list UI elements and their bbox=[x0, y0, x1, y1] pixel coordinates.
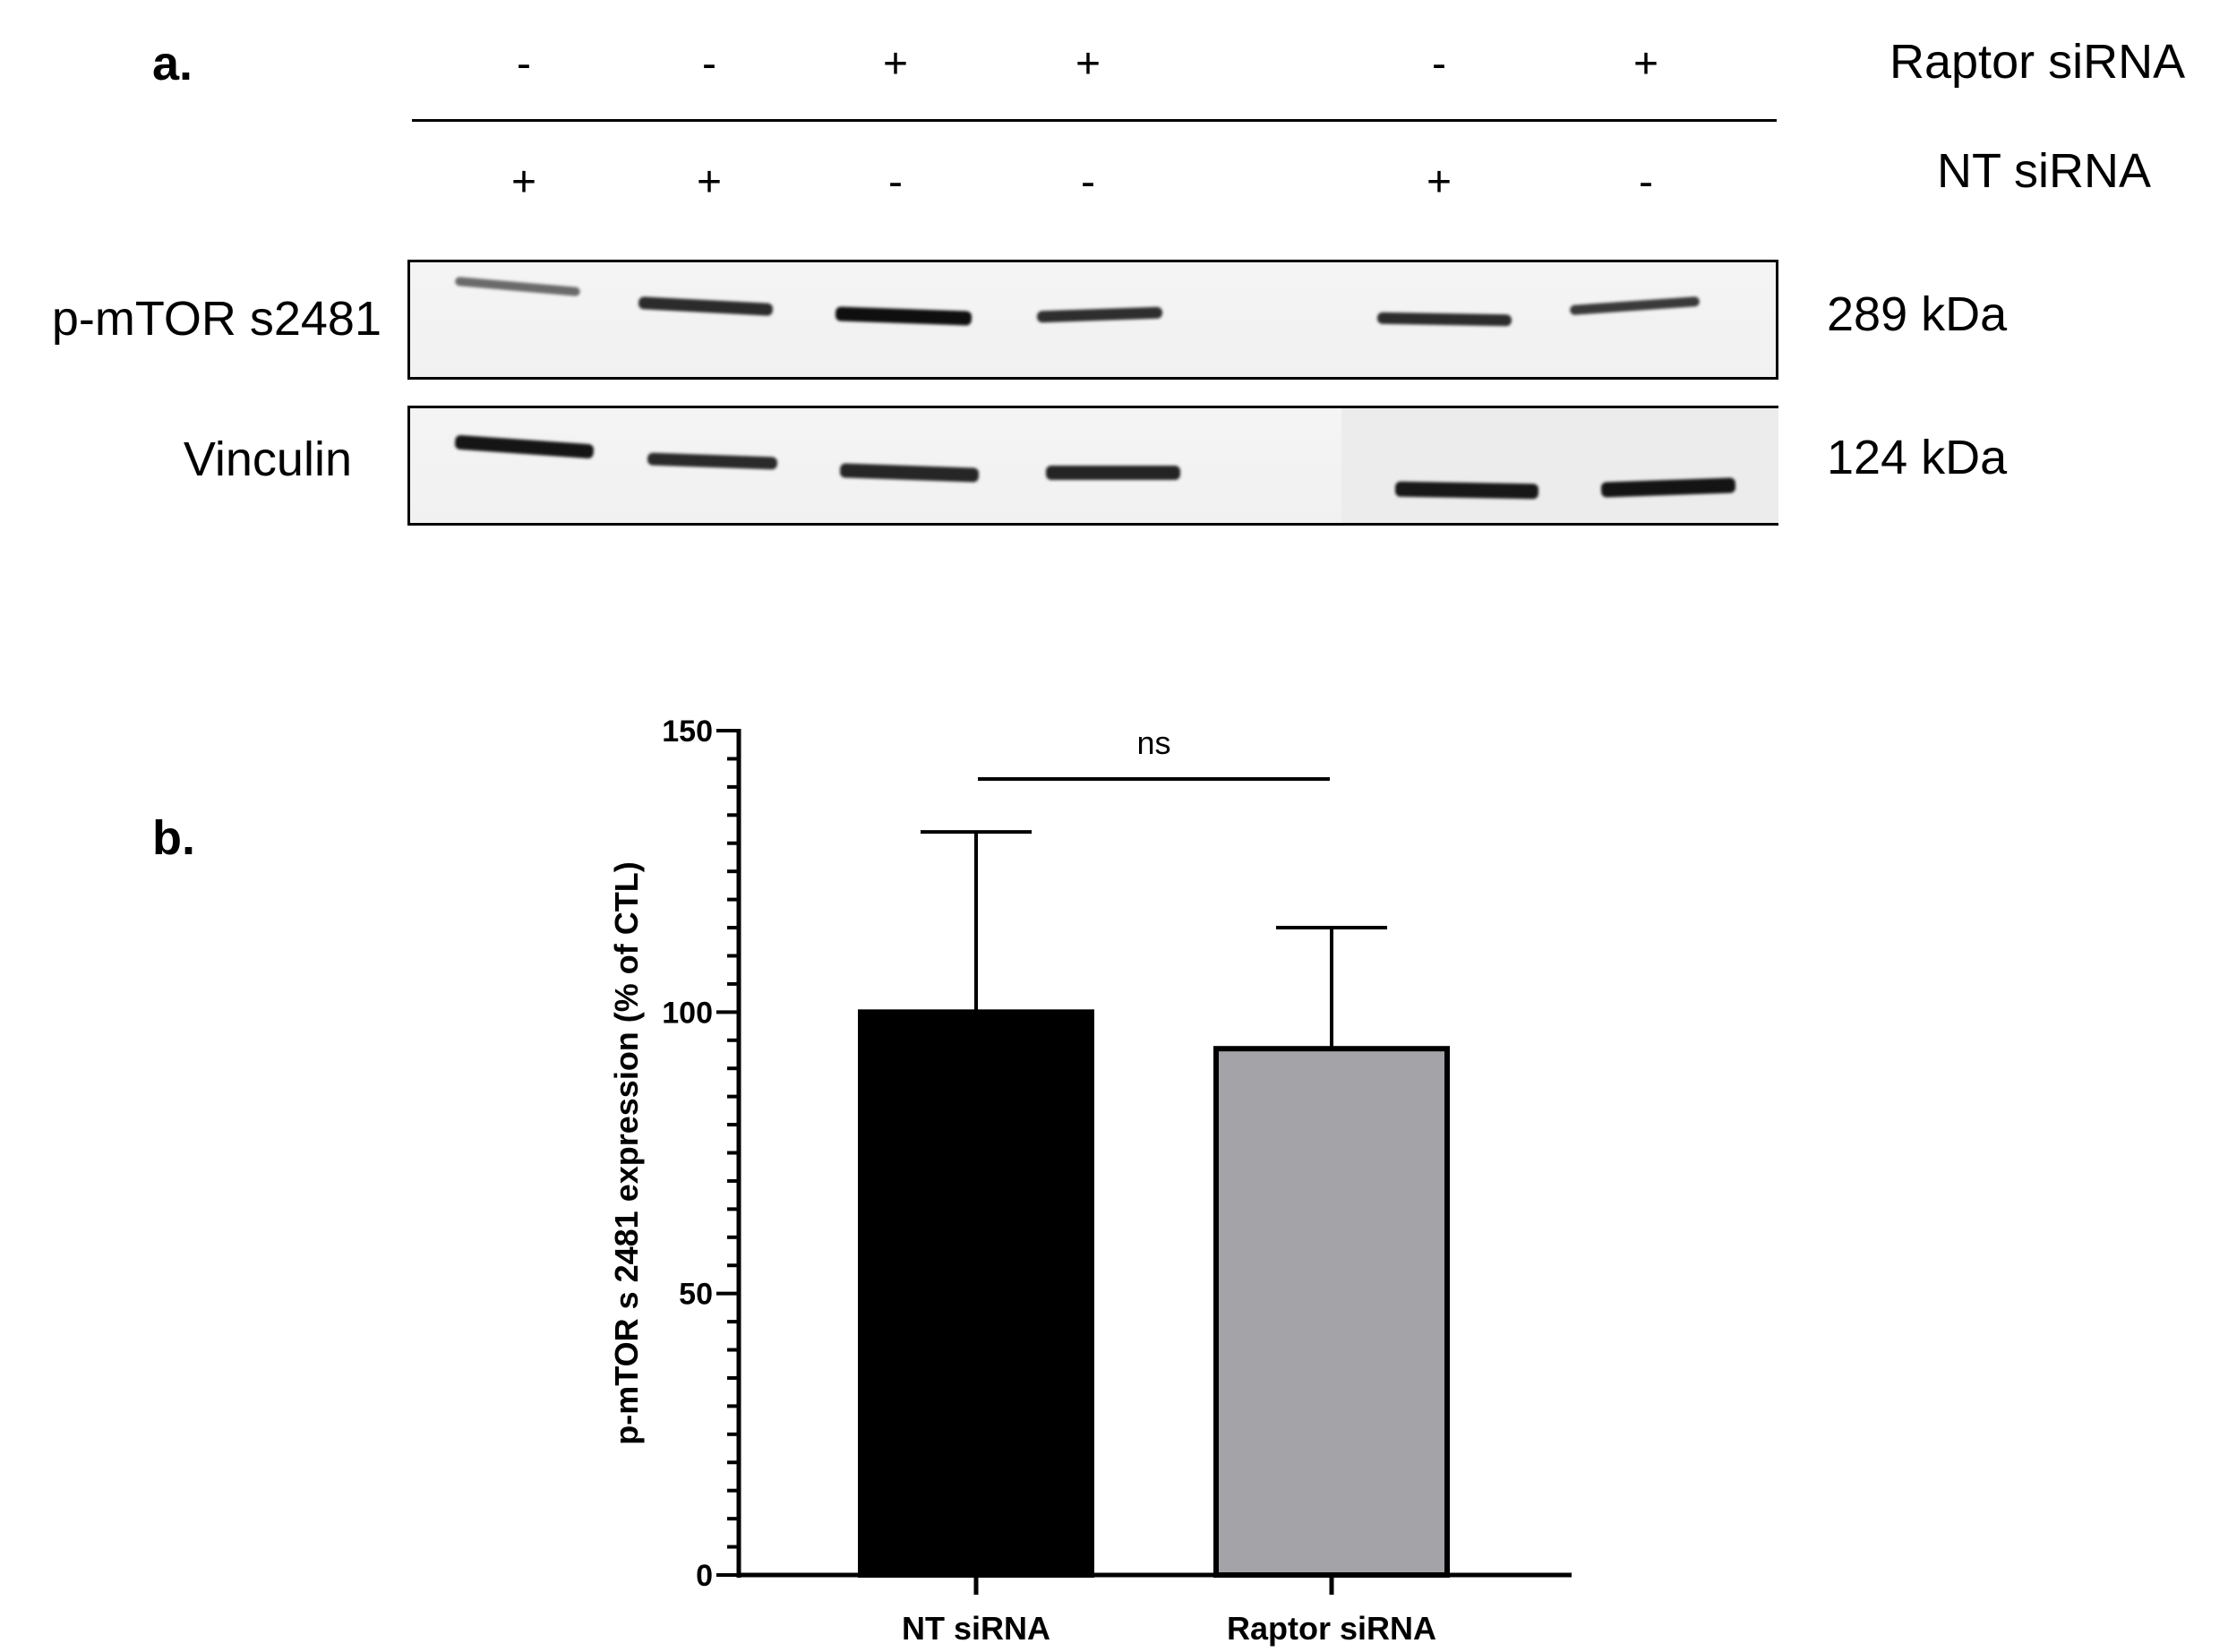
nt-sign-3: - bbox=[888, 158, 903, 206]
x-tick-labels: NT siRNA Raptor siRNA bbox=[902, 1575, 1436, 1647]
blot-vinculin bbox=[407, 406, 1778, 526]
blot-label-pmtor: p-mTOR s2481 bbox=[51, 292, 381, 346]
raptor-sign-5: - bbox=[1432, 40, 1446, 88]
blot-right-section bbox=[1341, 408, 1778, 523]
y-axis-title: p-mTOR s 2481 expression (% of CTL) bbox=[608, 861, 645, 1444]
kda-pmtor: 289 kDa bbox=[1827, 287, 2008, 341]
error-bars bbox=[921, 830, 1387, 1049]
x-tick-label: Raptor siRNA bbox=[1227, 1610, 1436, 1647]
y-tick-label: 100 bbox=[662, 996, 713, 1030]
x-tick-label: NT siRNA bbox=[902, 1610, 1050, 1647]
nt-sirna-label: NT siRNA bbox=[1937, 144, 2152, 198]
y-axis-ticks: 0 50 100 150 bbox=[662, 715, 739, 1593]
panel-a-label: a. bbox=[152, 37, 193, 90]
nt-sign-2: + bbox=[696, 158, 723, 206]
panel-b-label: b. bbox=[152, 811, 195, 865]
raptor-sign-4: + bbox=[1075, 40, 1101, 88]
y-tick-label: 150 bbox=[662, 715, 713, 749]
bar-2 bbox=[1213, 1046, 1450, 1578]
nt-sign-4: - bbox=[1081, 158, 1095, 206]
raptor-sirna-label: Raptor siRNA bbox=[1890, 35, 2186, 89]
raptor-sign-6: + bbox=[1632, 40, 1659, 88]
significance-bracket: ns bbox=[978, 724, 1330, 781]
y-tick-label: 0 bbox=[696, 1559, 713, 1593]
significance-label: ns bbox=[1136, 724, 1170, 761]
raptor-sign-3: + bbox=[882, 40, 909, 88]
band bbox=[1046, 466, 1180, 480]
nt-sign-1: + bbox=[510, 158, 537, 206]
condition-divider bbox=[412, 119, 1777, 122]
bar-1 bbox=[858, 1009, 1094, 1579]
raptor-sign-1: - bbox=[517, 40, 531, 88]
bars bbox=[858, 1009, 1450, 1579]
blot-pmtor bbox=[407, 260, 1778, 380]
raptor-sign-2: - bbox=[702, 40, 716, 88]
nt-sign-5: + bbox=[1426, 158, 1452, 206]
blot-label-vinculin: Vinculin bbox=[183, 432, 352, 486]
y-tick-label: 50 bbox=[679, 1278, 713, 1312]
kda-vinculin: 124 kDa bbox=[1827, 431, 2008, 484]
nt-sign-6: - bbox=[1639, 158, 1653, 206]
